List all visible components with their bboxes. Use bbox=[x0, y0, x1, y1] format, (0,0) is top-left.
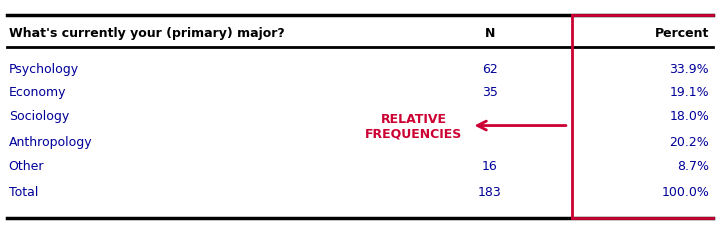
Text: Economy: Economy bbox=[9, 85, 66, 99]
Text: 35: 35 bbox=[482, 85, 498, 99]
Text: 183: 183 bbox=[478, 185, 501, 198]
Text: 19.1%: 19.1% bbox=[670, 85, 709, 99]
Text: 33.9%: 33.9% bbox=[670, 63, 709, 76]
Text: RELATIVE
FREQUENCIES: RELATIVE FREQUENCIES bbox=[365, 112, 463, 140]
Text: Psychology: Psychology bbox=[9, 63, 78, 76]
Text: 8.7%: 8.7% bbox=[678, 159, 709, 172]
Text: 20.2%: 20.2% bbox=[670, 135, 709, 148]
Text: 100.0%: 100.0% bbox=[662, 185, 709, 198]
Text: Other: Other bbox=[9, 159, 44, 172]
Text: 62: 62 bbox=[482, 63, 498, 76]
Text: Total: Total bbox=[9, 185, 38, 198]
Text: N: N bbox=[485, 26, 495, 39]
Text: What's currently your (primary) major?: What's currently your (primary) major? bbox=[9, 26, 284, 39]
Text: 16: 16 bbox=[482, 159, 498, 172]
Text: Sociology: Sociology bbox=[9, 109, 69, 122]
Text: Percent: Percent bbox=[654, 26, 709, 39]
Text: Anthropology: Anthropology bbox=[9, 135, 92, 148]
Text: 18.0%: 18.0% bbox=[670, 109, 709, 122]
